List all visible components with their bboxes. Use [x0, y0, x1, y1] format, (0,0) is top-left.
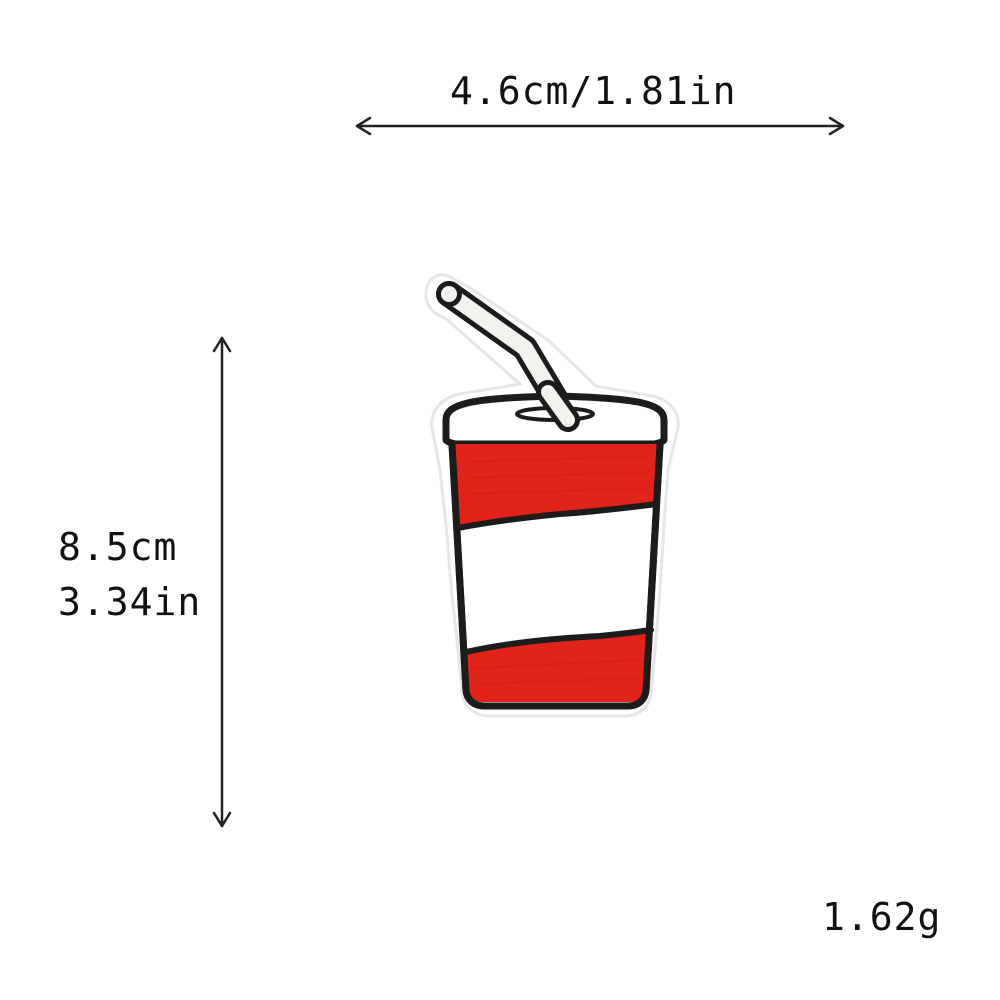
height-in-label: 3.34in [58, 580, 202, 624]
weight-label: 1.62g [822, 895, 942, 939]
width-label: 4.6cm/1.81in [450, 69, 737, 113]
height-cm-label: 8.5cm [58, 525, 178, 569]
cup-lid [442, 380, 668, 454]
cup-body [448, 440, 664, 710]
